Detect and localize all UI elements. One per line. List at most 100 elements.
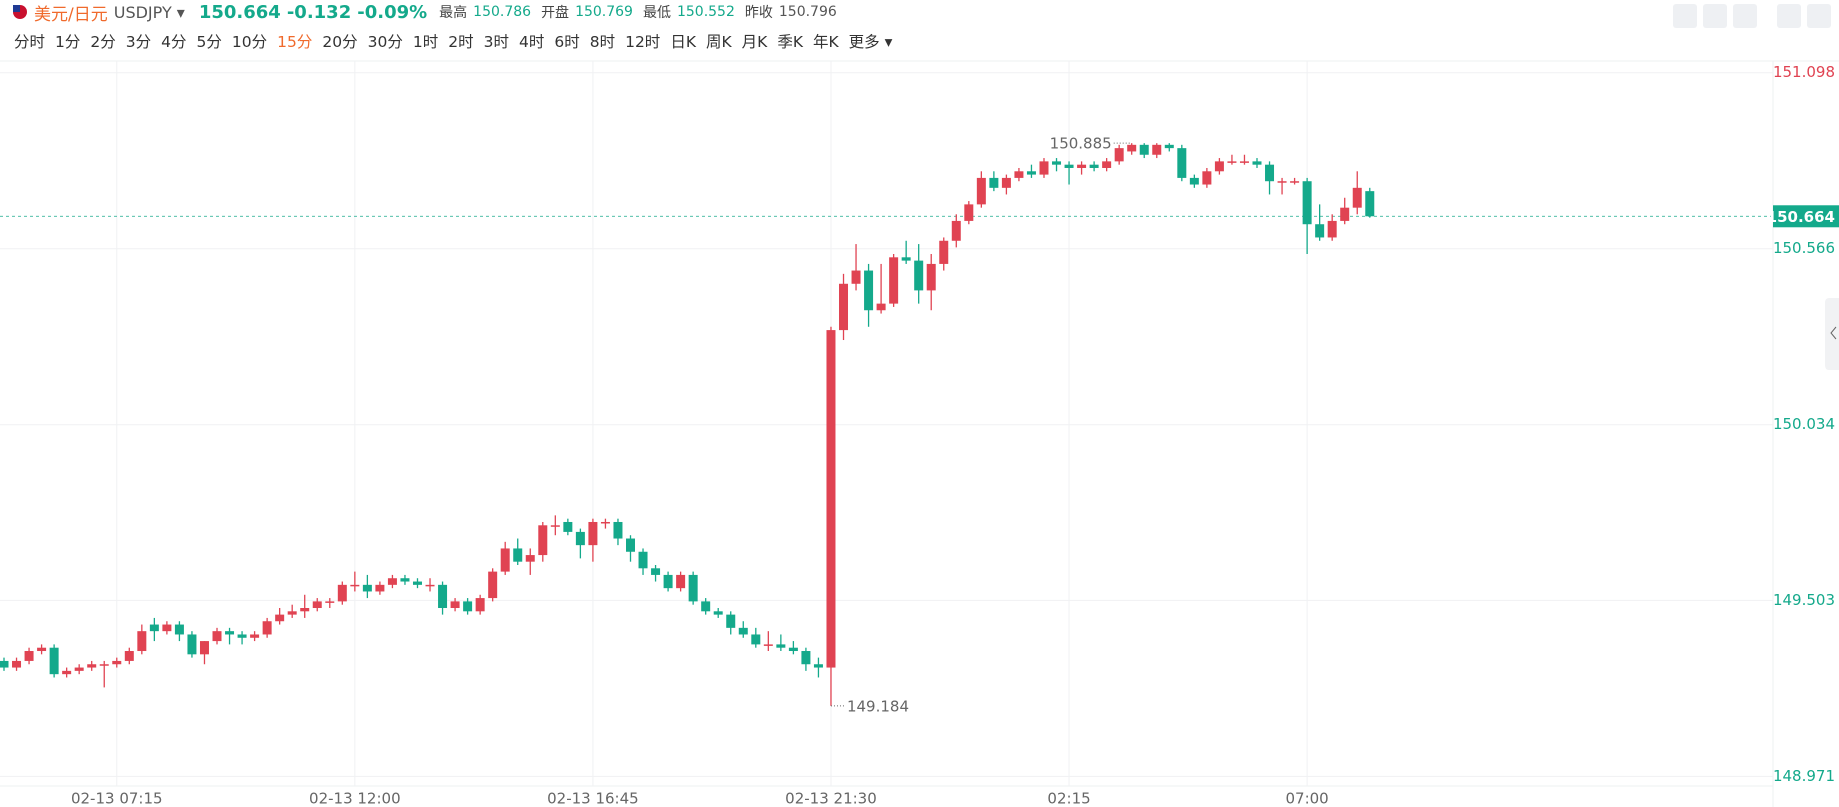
- indicator-button[interactable]: [1673, 4, 1697, 28]
- candle-body: [87, 664, 97, 668]
- candle-body: [713, 611, 723, 615]
- candle-body: [1252, 161, 1262, 165]
- candle-body: [350, 584, 360, 587]
- candle-body: [149, 624, 159, 632]
- candle-body: [613, 521, 623, 539]
- interval-tab[interactable]: 2分: [90, 33, 116, 51]
- interval-tab[interactable]: 3时: [483, 33, 509, 51]
- candle-body: [262, 621, 272, 635]
- symbol-code[interactable]: USDJPY ▾: [113, 2, 185, 22]
- candle-body: [112, 660, 122, 665]
- interval-tab[interactable]: 20分: [322, 33, 358, 51]
- candle-body: [638, 551, 648, 569]
- candle-body: [1239, 161, 1249, 163]
- interval-tab[interactable]: 6时: [554, 33, 580, 51]
- chart-type-button[interactable]: [1733, 4, 1757, 28]
- candle-body: [375, 584, 385, 592]
- flag-icon: [13, 5, 27, 19]
- candle-body: [74, 667, 84, 671]
- interval-tab[interactable]: 10分: [231, 33, 268, 51]
- interval-tab[interactable]: 日K: [670, 33, 696, 51]
- y-tick-label: 149.503: [1773, 591, 1835, 609]
- high-value: 150.786: [473, 4, 532, 20]
- quote-header: 美元/日元 USDJPY ▾ 150.664 -0.132 -0.09% 最高 …: [12, 0, 841, 25]
- candle-body: [688, 574, 698, 602]
- interval-tab[interactable]: 分时: [14, 33, 46, 51]
- symbol-code-text: USDJPY: [113, 2, 172, 22]
- candle-body: [12, 660, 22, 668]
- interval-tab[interactable]: 2时: [448, 33, 474, 51]
- interval-tab[interactable]: 15分: [277, 33, 313, 51]
- candle-body: [237, 634, 247, 638]
- x-tick-label: 02:15: [1047, 790, 1090, 807]
- interval-tab[interactable]: 30分: [367, 33, 403, 51]
- candle-body: [275, 614, 285, 622]
- candle-body: [1064, 164, 1074, 168]
- current-price-box: [1773, 205, 1839, 228]
- interval-tab[interactable]: 1分: [55, 33, 81, 51]
- candle-body: [1039, 161, 1049, 175]
- tool-icons: [1673, 4, 1831, 28]
- candle-body: [463, 601, 473, 612]
- candle-body: [901, 257, 911, 261]
- max-annotation: 150.885: [1050, 135, 1112, 153]
- x-tick-label: 07:00: [1286, 790, 1329, 807]
- interval-tab[interactable]: 8时: [589, 33, 616, 51]
- interval-tab[interactable]: 1时: [412, 33, 439, 51]
- candle-body: [187, 634, 197, 655]
- candle-body: [513, 548, 523, 562]
- interval-tab[interactable]: 12时: [625, 33, 661, 51]
- side-collapse-arrow: [1830, 326, 1837, 340]
- candle-body: [312, 601, 322, 609]
- interval-tab[interactable]: 年K: [813, 33, 839, 51]
- candle-body: [951, 220, 961, 241]
- candle-body: [1001, 177, 1011, 188]
- candle-body: [801, 651, 811, 665]
- candle-body: [1089, 164, 1099, 168]
- interval-tab[interactable]: 4时: [518, 33, 545, 51]
- interval-tab[interactable]: 周K: [705, 33, 732, 51]
- x-tick-label: 02-13 21:30: [785, 790, 877, 807]
- candle-body: [1164, 144, 1174, 149]
- candle-body: [99, 664, 109, 666]
- y-tick-label: 150.566: [1773, 239, 1835, 257]
- interval-tab[interactable]: 4分: [161, 33, 187, 51]
- change: -0.132: [286, 1, 352, 23]
- x-tick-label: 02-13 12:00: [309, 790, 401, 807]
- expand-button[interactable]: [1777, 4, 1801, 28]
- candle-body: [400, 578, 410, 582]
- candle-body: [1014, 171, 1024, 178]
- candle-body: [763, 644, 773, 646]
- candle-body: [563, 521, 573, 532]
- more-menu[interactable]: 更多 ▾: [848, 33, 893, 51]
- candle-body: [475, 598, 485, 612]
- candle-body: [588, 521, 598, 546]
- candle-body: [726, 614, 736, 628]
- interval-tab[interactable]: 月K: [741, 33, 768, 51]
- candle-body: [500, 548, 510, 572]
- candle-body: [851, 270, 861, 284]
- symbol-name[interactable]: 美元/日元: [34, 4, 108, 25]
- candle-body: [776, 644, 786, 648]
- draw-button[interactable]: [1703, 4, 1727, 28]
- interval-tab[interactable]: 3分: [125, 33, 152, 51]
- candle-body: [876, 303, 886, 311]
- change-pct: -0.09%: [357, 1, 428, 23]
- candle-body: [225, 631, 235, 635]
- candle-body: [1302, 181, 1312, 225]
- candle-body: [1327, 220, 1337, 238]
- x-tick-label: 02-13 07:15: [71, 790, 163, 807]
- candle-body: [914, 260, 924, 291]
- interval-tab[interactable]: 5分: [196, 33, 222, 51]
- interval-tab[interactable]: 季K: [777, 33, 803, 51]
- candle-body: [813, 664, 823, 668]
- candle-body: [839, 283, 849, 331]
- candle-body: [1365, 191, 1375, 217]
- close-button[interactable]: [1807, 4, 1831, 28]
- candle-body: [889, 257, 899, 304]
- candle-body: [525, 555, 535, 562]
- low-label: 最低: [642, 5, 671, 21]
- candle-body: [626, 538, 635, 552]
- current-price-label: 150.664: [1767, 208, 1835, 226]
